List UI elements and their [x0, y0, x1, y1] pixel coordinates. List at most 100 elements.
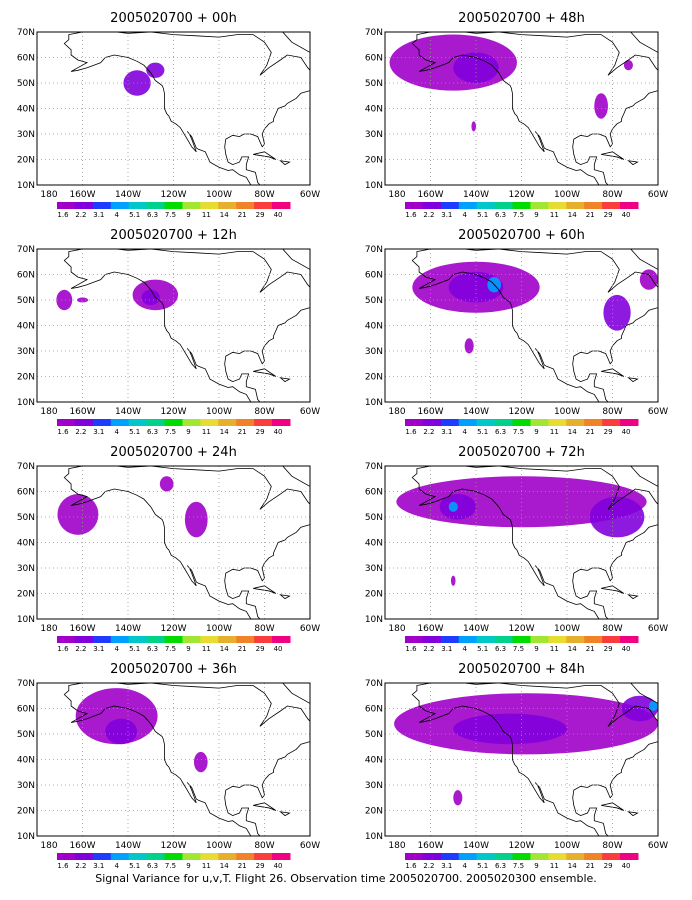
colorbar-swatch: [405, 202, 424, 209]
panel-title: 2005020700 + 00h: [110, 11, 237, 26]
x-tick-label: 120W: [508, 407, 534, 417]
colorbar-label: 11: [202, 645, 211, 653]
colorbar-swatch: [57, 853, 76, 860]
x-tick-label: 120W: [160, 407, 186, 417]
colorbar-swatch: [128, 636, 148, 643]
colorbar-swatch: [182, 202, 201, 209]
greenland-coast: [282, 466, 310, 487]
x-tick-label: 60W: [648, 190, 668, 200]
colorbar-swatch: [440, 853, 460, 860]
y-tick-label: 30N: [17, 781, 35, 791]
colorbar-swatch: [494, 853, 514, 860]
y-tick-label: 10N: [365, 181, 383, 191]
x-tick-label: 120W: [160, 190, 186, 200]
colorbar-swatch: [236, 202, 255, 209]
colorbar-label: 6.3: [495, 211, 506, 219]
colorbar-label: 3.1: [93, 862, 104, 870]
y-tick-label: 10N: [365, 398, 383, 408]
colorbar-swatch: [146, 419, 166, 426]
colorbar-swatch: [110, 202, 130, 209]
colorbar-swatch: [548, 419, 567, 426]
colorbar-label: 11: [550, 862, 559, 870]
colorbar-label: 6.3: [147, 428, 158, 436]
colorbar-swatch: [602, 202, 621, 209]
y-tick-label: 40N: [365, 105, 383, 115]
colorbar-label: 7.5: [165, 428, 176, 436]
variance-region: [621, 695, 658, 722]
y-tick-label: 50N: [17, 296, 35, 306]
panel-title: 2005020700 + 48h: [458, 11, 585, 26]
colorbar-swatch: [530, 636, 549, 643]
variance-region: [146, 62, 165, 78]
colorbar-label: 9: [534, 211, 538, 219]
colorbar-label: 21: [238, 645, 247, 653]
x-tick-label: 180: [388, 190, 405, 200]
variance-region: [471, 121, 476, 132]
colorbar-swatch: [602, 419, 621, 426]
colorbar-swatch: [182, 853, 201, 860]
colorbar-label: 40: [274, 862, 283, 870]
colorbar-swatch: [422, 419, 442, 426]
y-tick-label: 10N: [17, 615, 35, 625]
colorbar-label: 2.2: [423, 428, 434, 436]
y-tick-label: 30N: [365, 781, 383, 791]
variance-region: [464, 338, 474, 354]
x-tick-label: 60W: [300, 407, 320, 417]
y-tick-label: 60N: [365, 488, 383, 498]
colorbar-swatch: [236, 636, 255, 643]
colorbar-label: 1.6: [405, 428, 417, 436]
colorbar-swatch: [92, 419, 112, 426]
y-tick-label: 40N: [365, 756, 383, 766]
x-tick-label: 140W: [115, 190, 141, 200]
panel-title: 2005020700 + 60h: [458, 228, 585, 243]
colorbar-swatch: [530, 419, 549, 426]
y-tick-label: 70N: [365, 462, 383, 472]
colorbar-swatch: [422, 202, 442, 209]
colorbar-swatch: [254, 202, 273, 209]
colorbar-label: 4: [462, 645, 467, 653]
colorbar-swatch: [254, 419, 273, 426]
colorbar-label: 14: [568, 862, 577, 870]
colorbar-swatch: [200, 419, 219, 426]
colorbar-label: 6.3: [495, 645, 506, 653]
colorbar-label: 40: [622, 428, 631, 436]
colorbar-swatch: [92, 202, 112, 209]
colorbar-label: 9: [534, 428, 538, 436]
hispaniola-coast: [627, 594, 639, 600]
y-tick-label: 10N: [17, 181, 35, 191]
x-tick-label: 160W: [417, 841, 443, 851]
colorbar-label: 3.1: [441, 211, 452, 219]
colorbar-label: 9: [534, 645, 538, 653]
colorbar-label: 14: [568, 645, 577, 653]
colorbar-label: 4: [114, 862, 119, 870]
colorbar-swatch: [218, 419, 237, 426]
y-tick-label: 60N: [365, 54, 383, 64]
colorbar-label: 29: [604, 645, 613, 653]
greenland-coast: [282, 32, 310, 53]
map-panel-0: 2005020700 + 00h 180 160W 140W 120W 100W 80W 60…: [17, 11, 320, 219]
y-tick-label: 50N: [365, 513, 383, 523]
greenland-coast: [630, 249, 658, 270]
colorbar-swatch: [476, 419, 496, 426]
colorbar-swatch: [512, 636, 531, 643]
colorbar-label: 2.2: [423, 862, 434, 870]
y-tick-label: 70N: [17, 245, 35, 255]
cuba-coast: [253, 802, 277, 811]
colorbar-swatch: [584, 636, 603, 643]
map-frame: [36, 465, 311, 620]
variance-region: [193, 751, 208, 773]
colorbar-swatch: [548, 853, 567, 860]
colorbar-swatch: [236, 853, 255, 860]
colorbar-swatch: [200, 202, 219, 209]
y-tick-label: 30N: [17, 564, 35, 574]
colorbar-swatch: [620, 202, 639, 209]
colorbar-label: 21: [586, 862, 595, 870]
y-tick-label: 40N: [17, 756, 35, 766]
variance-region: [76, 297, 89, 303]
x-tick-label: 100W: [554, 190, 580, 200]
coastline: [63, 683, 310, 836]
map-panel-5: 2005020700 + 60h 180 160W 140W 120W 100W 80W 60…: [365, 228, 668, 436]
colorbar-label: 14: [568, 211, 577, 219]
panel-title: 2005020700 + 36h: [110, 662, 237, 677]
